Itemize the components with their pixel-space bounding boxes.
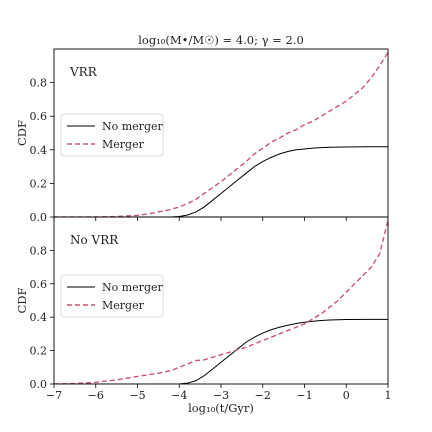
panel-label: VRR: [69, 65, 98, 79]
legend: No merger Merger: [60, 113, 164, 157]
legend: No merger Merger: [60, 274, 164, 318]
figure-title: log₁₀(M•/M☉) = 4.0; γ = 2.0: [138, 33, 304, 47]
y-tick-label: 0.4: [30, 311, 48, 324]
x-tick-label: −2: [255, 389, 271, 402]
y-tick-label: 0.6: [30, 278, 48, 291]
x-axis-label: log₁₀(t/Gyr): [188, 401, 254, 415]
y-tick-label: 0.2: [30, 345, 48, 358]
legend-box: [60, 113, 164, 157]
panel-no-vrr: 0.0 0.2 0.4 0.6 0.8 CDF −7 −6 −5 −4 −3 −2 −1 0 1 No VRR…: [15, 216, 392, 402]
y-tick-label: 0.0: [30, 211, 48, 224]
series-line-merger: [54, 220, 388, 384]
x-tick-label: 1: [385, 389, 392, 402]
legend-label: No merger: [102, 281, 163, 294]
x-tick-label: −5: [129, 389, 145, 402]
x-tick-label: −7: [46, 389, 62, 402]
x-tick-label: −4: [171, 389, 187, 402]
y-axis-label: CDF: [15, 120, 29, 146]
series-line-no-merger: [54, 146, 388, 217]
legend-label: No merger: [102, 120, 163, 133]
y-tick-label: 0.6: [30, 110, 48, 123]
series-line-merger: [54, 51, 388, 217]
x-tick-label: 0: [343, 389, 350, 402]
x-tick-label: −6: [88, 389, 104, 402]
y-tick-label: 0.8: [30, 77, 48, 90]
series-line-no-merger: [54, 318, 388, 384]
x-tick-label: −3: [213, 389, 229, 402]
legend-label: Merger: [102, 138, 145, 151]
y-tick-label: 0.0: [30, 378, 48, 391]
legend-box: [60, 274, 164, 318]
legend-label: Merger: [102, 299, 145, 312]
y-tick-label: 0.2: [30, 177, 48, 190]
panel-vrr: 0.0 0.2 0.4 0.6 0.8 CDF VRR No merger Merger: [15, 48, 389, 224]
panel-label: No VRR: [70, 233, 119, 247]
y-tick-label: 0.4: [30, 144, 48, 157]
x-tick-label: −1: [296, 389, 312, 402]
y-tick-label: 0.8: [30, 244, 48, 257]
y-axis-label: CDF: [15, 287, 29, 313]
